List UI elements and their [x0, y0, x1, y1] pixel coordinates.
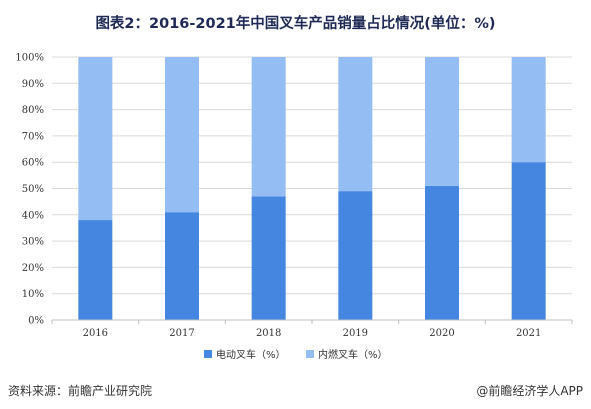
- bar-electric-2018: [251, 196, 286, 320]
- x-tick-label: 2020: [429, 328, 454, 339]
- legend-label-electric: 电动叉车（%）: [216, 348, 286, 361]
- chart-title: 图表2：2016-2021年中国叉车产品销量占比情况(单位：%): [95, 16, 496, 32]
- y-tick-label: 10%: [22, 289, 44, 300]
- legend-swatch-internal: [306, 350, 314, 358]
- y-tick-label: 90%: [22, 79, 44, 90]
- y-tick-label: 30%: [22, 237, 44, 248]
- bar-internal-2017: [165, 57, 199, 213]
- y-tick-label: 100%: [15, 53, 44, 64]
- bars: [78, 57, 546, 320]
- y-tick-label: 50%: [22, 184, 44, 195]
- x-tick-label: 2019: [343, 328, 368, 339]
- y-tick-label: 0%: [28, 316, 44, 327]
- legend-swatch-electric: [204, 350, 212, 358]
- y-tick-label: 40%: [22, 210, 44, 221]
- bar-internal-2019: [338, 57, 373, 192]
- x-tick-label: 2021: [516, 328, 541, 339]
- axes: 0% 10% 20% 30% 40% 50% 60% 70% 80% 90% 100% 2016 201…: [15, 53, 573, 339]
- bar-electric-2016: [78, 220, 113, 320]
- bar-internal-2021: [511, 57, 546, 163]
- bar-internal-2020: [425, 57, 459, 186]
- legend-label-internal: 内燃叉车（%）: [318, 348, 388, 361]
- x-tick-label: 2018: [256, 328, 281, 339]
- bar-internal-2018: [251, 57, 286, 197]
- brand-note: @前瞻经济学人APP: [476, 384, 583, 398]
- x-tick-label: 2016: [83, 328, 108, 339]
- y-tick-label: 80%: [22, 105, 44, 116]
- bar-electric-2021: [511, 162, 546, 320]
- y-tick-label: 20%: [22, 263, 44, 274]
- y-tick-label: 60%: [22, 158, 44, 169]
- y-tick-label: 70%: [22, 131, 44, 142]
- bar-electric-2020: [425, 185, 459, 320]
- legend: 电动叉车（%） 内燃叉车（%）: [204, 348, 388, 361]
- bar-electric-2017: [165, 212, 199, 320]
- source-note: 资料来源：前瞻产业研究院: [8, 384, 153, 398]
- grid-lines: [52, 56, 572, 295]
- bar-electric-2019: [338, 191, 373, 320]
- bar-internal-2016: [78, 57, 113, 221]
- x-tick-label: 2017: [169, 328, 194, 339]
